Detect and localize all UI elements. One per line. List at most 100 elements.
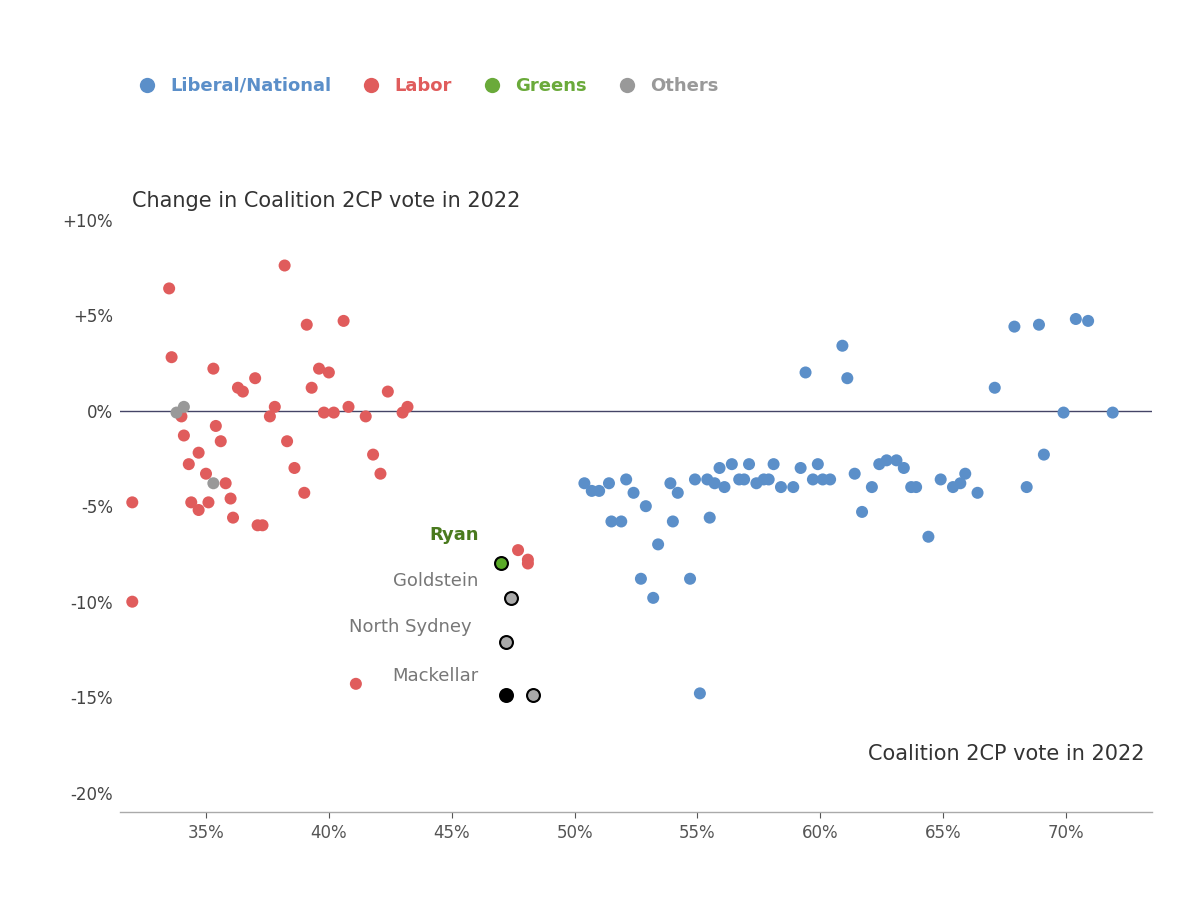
Point bbox=[722, 457, 742, 472]
Point bbox=[685, 473, 704, 487]
Point bbox=[715, 480, 734, 494]
Point bbox=[211, 434, 230, 448]
Point bbox=[599, 476, 618, 491]
Point bbox=[906, 480, 925, 494]
Point bbox=[204, 476, 223, 491]
Point bbox=[919, 529, 938, 544]
Point bbox=[968, 485, 988, 500]
Point bbox=[617, 473, 636, 487]
Point bbox=[324, 405, 343, 419]
Point bbox=[334, 314, 353, 328]
Point bbox=[1030, 318, 1049, 332]
Point bbox=[710, 461, 730, 475]
Point bbox=[833, 338, 852, 353]
Point bbox=[518, 552, 538, 566]
Point bbox=[502, 591, 521, 605]
Point bbox=[518, 557, 538, 571]
Point bbox=[985, 381, 1004, 395]
Point bbox=[690, 686, 709, 701]
Point bbox=[931, 473, 950, 487]
Point bbox=[260, 410, 280, 424]
Point bbox=[392, 405, 412, 419]
Point bbox=[838, 371, 857, 385]
Point bbox=[575, 476, 594, 491]
Point bbox=[356, 410, 376, 424]
Point bbox=[852, 505, 871, 520]
Point bbox=[265, 400, 284, 414]
Point bbox=[204, 362, 223, 376]
Point bbox=[863, 480, 882, 494]
Point bbox=[275, 258, 294, 272]
Point bbox=[1004, 319, 1024, 334]
Point bbox=[734, 473, 754, 487]
Point bbox=[167, 405, 186, 419]
Point bbox=[730, 473, 749, 487]
Text: North Sydney: North Sydney bbox=[349, 618, 472, 636]
Text: Ryan: Ryan bbox=[430, 526, 479, 544]
Point bbox=[319, 365, 338, 380]
Point bbox=[302, 381, 322, 395]
Point bbox=[1079, 314, 1098, 328]
Point bbox=[700, 511, 719, 525]
Point bbox=[631, 572, 650, 586]
Point bbox=[190, 502, 209, 517]
Point bbox=[364, 447, 383, 462]
Text: Goldstein: Goldstein bbox=[394, 572, 479, 590]
Point bbox=[943, 480, 962, 494]
Point bbox=[277, 434, 296, 448]
Point bbox=[845, 466, 864, 481]
Point bbox=[190, 446, 209, 460]
Point bbox=[746, 476, 766, 491]
Point bbox=[809, 457, 828, 472]
Point bbox=[870, 457, 889, 472]
Point bbox=[122, 495, 142, 510]
Point bbox=[668, 485, 688, 500]
Point bbox=[697, 473, 716, 487]
Point bbox=[248, 518, 268, 532]
Point bbox=[172, 410, 191, 424]
Point bbox=[221, 492, 240, 506]
Point bbox=[295, 485, 314, 500]
Point bbox=[680, 572, 700, 586]
Point bbox=[371, 466, 390, 481]
Point bbox=[284, 461, 304, 475]
Point bbox=[1103, 405, 1122, 419]
Point bbox=[772, 480, 791, 494]
Point bbox=[643, 591, 662, 605]
Point bbox=[206, 419, 226, 433]
Point bbox=[950, 476, 970, 491]
Point bbox=[223, 511, 242, 525]
Point bbox=[1018, 480, 1037, 494]
Point bbox=[174, 400, 193, 414]
Point bbox=[661, 476, 680, 491]
Point bbox=[246, 371, 265, 385]
Point bbox=[122, 594, 142, 609]
Point bbox=[612, 514, 631, 529]
Point bbox=[803, 473, 822, 487]
Point bbox=[491, 557, 510, 571]
Point bbox=[347, 676, 366, 691]
Point bbox=[602, 514, 622, 529]
Point bbox=[378, 384, 397, 399]
Point bbox=[760, 473, 779, 487]
Point bbox=[199, 495, 218, 510]
Point bbox=[1067, 312, 1086, 327]
Point bbox=[791, 461, 810, 475]
Point bbox=[877, 453, 896, 467]
Point bbox=[636, 499, 655, 513]
Point bbox=[310, 362, 329, 376]
Point bbox=[648, 538, 667, 552]
Point bbox=[233, 384, 252, 399]
Point bbox=[228, 381, 247, 395]
Point bbox=[589, 483, 608, 498]
Text: Change in Coalition 2CP vote in 2022: Change in Coalition 2CP vote in 2022 bbox=[132, 191, 521, 211]
Point bbox=[162, 350, 181, 364]
Point bbox=[298, 318, 317, 332]
Point bbox=[1034, 447, 1054, 462]
Point bbox=[253, 518, 272, 532]
Point bbox=[901, 480, 920, 494]
Point bbox=[1054, 405, 1073, 419]
Point bbox=[814, 473, 833, 487]
Point bbox=[624, 485, 643, 500]
Text: Coalition 2CP vote in 2022: Coalition 2CP vote in 2022 bbox=[868, 744, 1145, 764]
